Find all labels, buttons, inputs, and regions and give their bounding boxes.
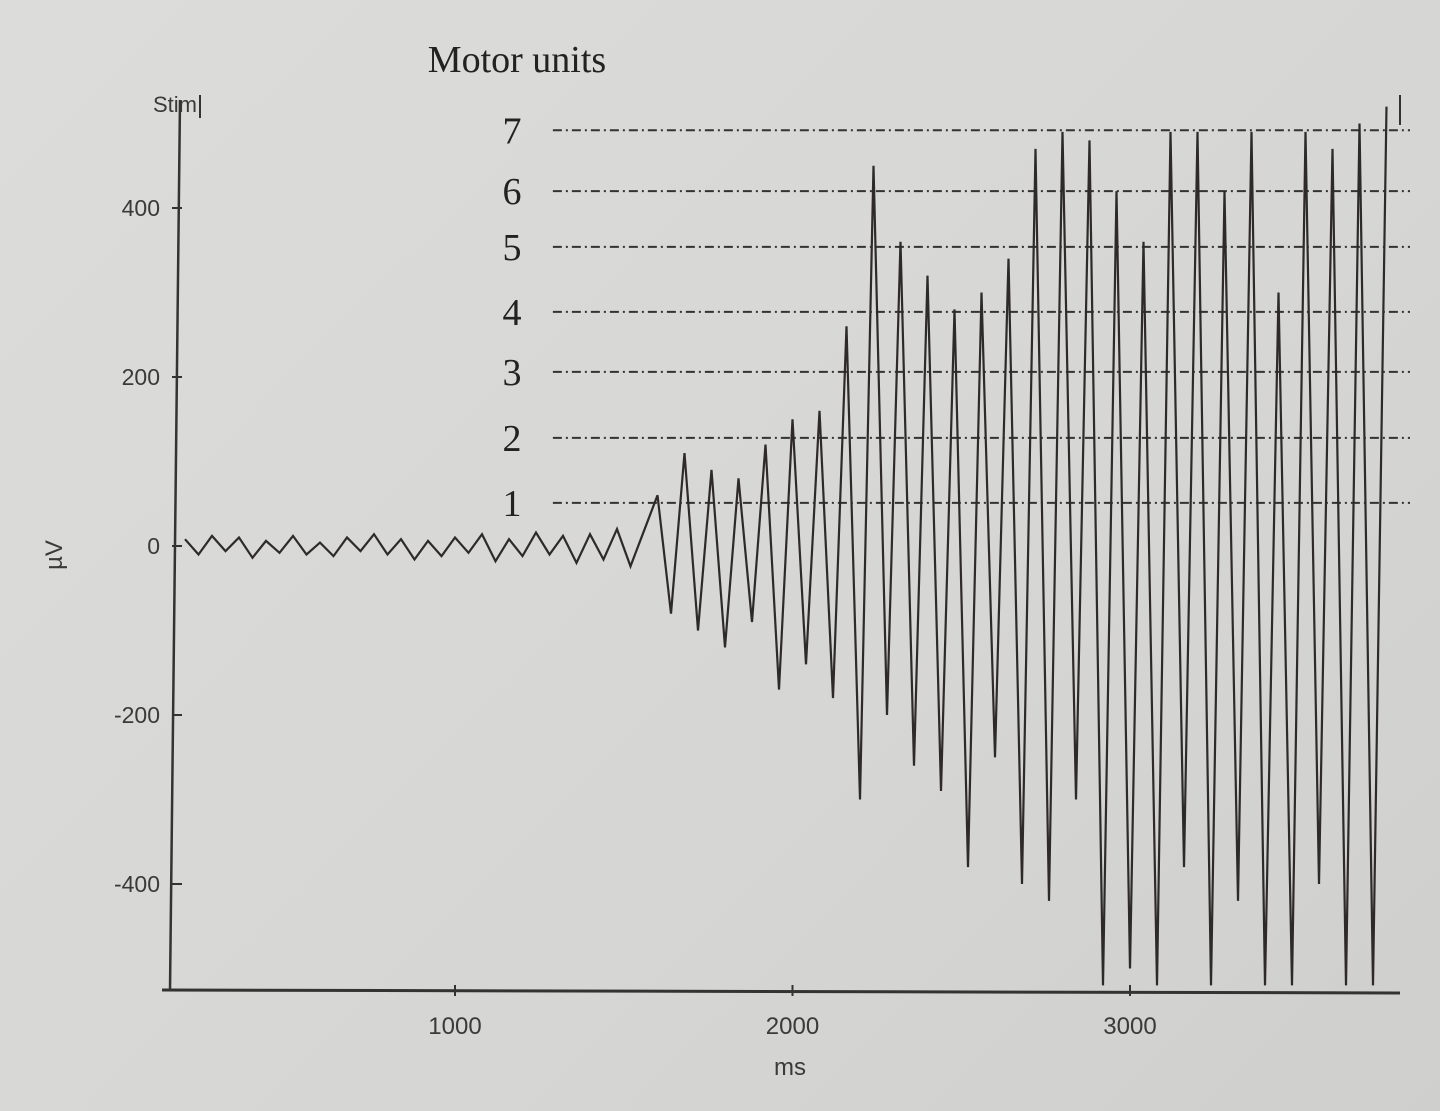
motor-unit-label: 6 [503, 171, 522, 213]
y-tick-label: 400 [122, 195, 160, 221]
stim-label: Stim [153, 92, 197, 117]
motor-unit-label: 1 [503, 483, 522, 525]
y-tick-label: -200 [114, 702, 160, 728]
motor-unit-label: 7 [503, 110, 522, 152]
motor-unit-label: 5 [503, 227, 522, 269]
motor-unit-label: 3 [503, 352, 522, 394]
motor-unit-label: 2 [503, 418, 522, 460]
x-tick-label: 1000 [428, 1013, 481, 1040]
y-tick-label: -400 [114, 871, 160, 897]
x-axis [161, 988, 1401, 995]
x-tick-label: 3000 [1103, 1013, 1156, 1040]
chart-title: Motor units [428, 39, 606, 81]
y-axis-label: µV [41, 540, 68, 570]
x-axis-label: ms [774, 1054, 806, 1081]
x-tick-label: 2000 [766, 1013, 819, 1040]
emg-trace [184, 106, 1388, 986]
motor-unit-label: 4 [503, 292, 522, 334]
y-tick-label: 0 [147, 533, 160, 559]
y-tick-label: 200 [122, 364, 160, 390]
